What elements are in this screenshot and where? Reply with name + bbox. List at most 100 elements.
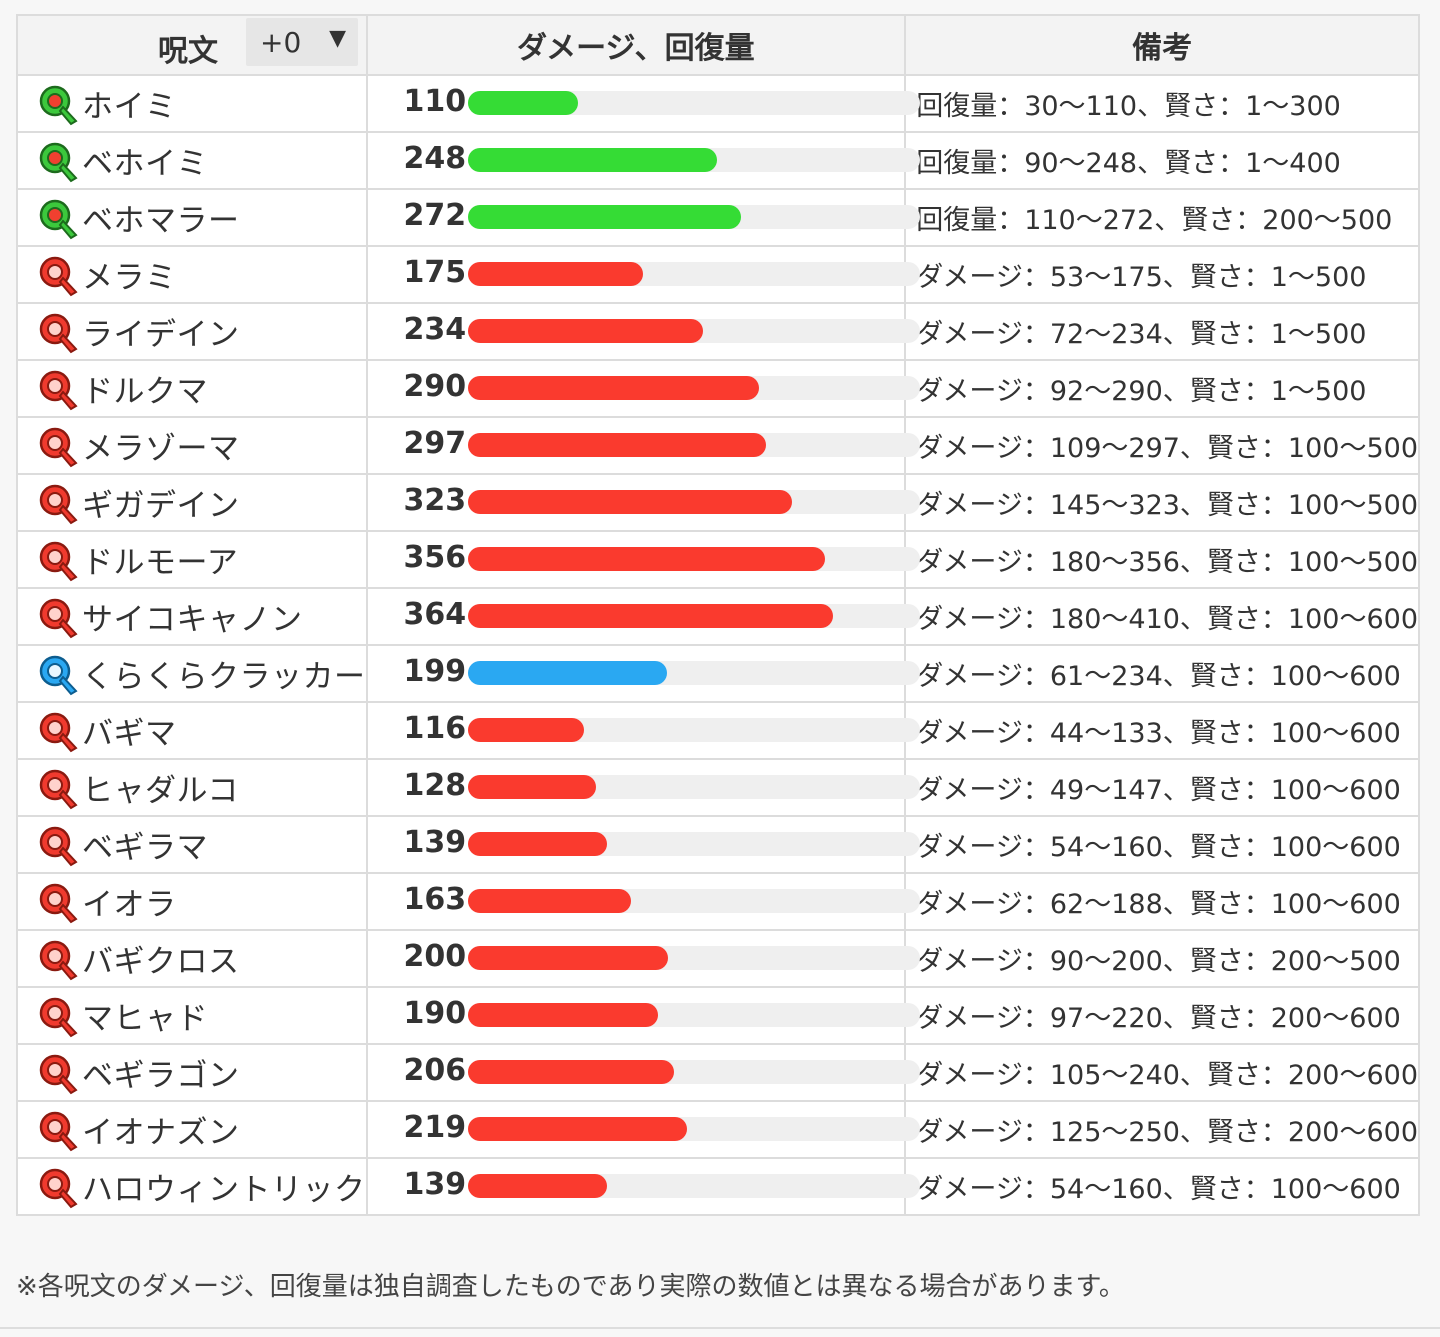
value-bar: [467, 262, 644, 286]
value-cell: 128: [365, 758, 920, 817]
value-cell: 200: [365, 929, 920, 988]
value-number: 128: [403, 768, 467, 803]
value-number: 199: [403, 654, 467, 689]
level-select[interactable]: +0 ▼: [246, 18, 358, 66]
table-row: ベギラゴン 206 ダメージ：105〜240、賢さ：200〜600: [16, 1043, 1420, 1102]
note-cell: ダメージ：90〜200、賢さ：200〜500: [904, 929, 1420, 988]
chevron-down-icon: ▼: [329, 26, 346, 51]
red-spell-icon: [39, 712, 78, 752]
table-row: バギクロス 200 ダメージ：90〜200、賢さ：200〜500: [16, 929, 1420, 988]
value-number: 219: [403, 1110, 467, 1145]
table-row: ホイミ 110 回復量：30〜110、賢さ：1〜300: [16, 74, 1420, 133]
value-bar: [467, 490, 792, 514]
value-bar: [467, 91, 578, 115]
value-bar: [467, 1174, 608, 1198]
spell-cell: イオナズン: [16, 1100, 368, 1159]
value-number: 364: [403, 597, 467, 632]
note-cell: ダメージ：72〜234、賢さ：1〜500: [904, 302, 1420, 361]
header-spell: 呪文 +0 ▼: [16, 14, 368, 76]
value-cell: 199: [365, 644, 920, 703]
blue-spell-icon: [39, 655, 78, 695]
spell-cell: バギマ: [16, 701, 368, 760]
value-cell: 190: [365, 986, 920, 1045]
table-row: ヒャダルコ 128 ダメージ：49〜147、賢さ：100〜600: [16, 758, 1420, 817]
table-row: マヒャド 190 ダメージ：97〜220、賢さ：200〜600: [16, 986, 1420, 1045]
spell-name: ドルモーア: [82, 545, 239, 581]
value-bar: [467, 1117, 688, 1141]
footnote: ※各呪文のダメージ、回復量は独自調査したものであり実際の数値とは異なる場合があり…: [16, 1272, 1125, 1302]
value-number: 297: [403, 426, 467, 461]
value-bar-track: [467, 148, 920, 172]
table-row: バギマ 116 ダメージ：44〜133、賢さ：100〜600: [16, 701, 1420, 760]
spell-cell: メラミ: [16, 245, 368, 304]
note-cell: 回復量：110〜272、賢さ：200〜500: [904, 188, 1420, 247]
value-bar-track: [467, 547, 920, 571]
value-bar: [467, 433, 766, 457]
table-row: ドルモーア 356 ダメージ：180〜356、賢さ：100〜500: [16, 530, 1420, 589]
value-bar-track: [467, 91, 920, 115]
value-bar: [467, 832, 608, 856]
value-bar-track: [467, 319, 920, 343]
red-spell-icon: [39, 1054, 78, 1094]
spell-name: ヒャダルコ: [82, 773, 239, 809]
value-cell: 139: [365, 1157, 920, 1216]
table-row: メラゾーマ 297 ダメージ：109〜297、賢さ：100〜500: [16, 416, 1420, 475]
value-number: 139: [403, 825, 467, 860]
header-value: ダメージ、回復量: [365, 14, 907, 76]
table-row: イオナズン 219 ダメージ：125〜250、賢さ：200〜600: [16, 1100, 1420, 1159]
note-cell: ダメージ：61〜234、賢さ：100〜600: [904, 644, 1420, 703]
value-number: 190: [403, 996, 467, 1031]
spell-cell: ベギラゴン: [16, 1043, 368, 1102]
spell-cell: ベギラマ: [16, 815, 368, 874]
table-row: メラミ 175 ダメージ：53〜175、賢さ：1〜500: [16, 245, 1420, 304]
note-cell: ダメージ：109〜297、賢さ：100〜500: [904, 416, 1420, 475]
value-bar-track: [467, 376, 920, 400]
red-spell-icon: [39, 883, 78, 923]
level-select-value: +0: [260, 25, 302, 59]
value-cell: 248: [365, 131, 920, 190]
spell-cell: ホイミ: [16, 74, 368, 133]
value-bar-track: [467, 832, 920, 856]
table-row: ギガデイン 323 ダメージ：145〜323、賢さ：100〜500: [16, 473, 1420, 532]
header-note: 備考: [904, 14, 1420, 76]
spell-name: バギマ: [82, 716, 177, 752]
value-bar-track: [467, 490, 920, 514]
table-row: ライデイン 234 ダメージ：72〜234、賢さ：1〜500: [16, 302, 1420, 361]
spell-name: ハロウィントリック: [82, 1172, 366, 1208]
spell-cell: イオラ: [16, 872, 368, 931]
red-spell-icon: [39, 826, 78, 866]
note-cell: ダメージ：62〜188、賢さ：100〜600: [904, 872, 1420, 931]
spell-name: ベギラゴン: [82, 1058, 240, 1094]
spell-name: ホイミ: [82, 89, 177, 125]
value-number: 248: [403, 141, 467, 176]
red-spell-icon: [39, 997, 78, 1037]
spell-cell: メラゾーマ: [16, 416, 368, 475]
value-cell: 110: [365, 74, 920, 133]
value-bar: [467, 319, 703, 343]
note-cell: ダメージ：53〜175、賢さ：1〜500: [904, 245, 1420, 304]
red-spell-icon: [39, 598, 78, 638]
value-cell: 206: [365, 1043, 920, 1102]
table-header-row: 呪文 +0 ▼ ダメージ、回復量 備考: [16, 14, 1420, 76]
value-bar-track: [467, 1003, 920, 1027]
value-cell: 116: [365, 701, 920, 760]
value-bar-track: [467, 262, 920, 286]
value-bar: [467, 889, 632, 913]
value-number: 200: [403, 939, 467, 974]
value-cell: 297: [365, 416, 920, 475]
table-row: ベホマラー 272 回復量：110〜272、賢さ：200〜500: [16, 188, 1420, 247]
table-row: サイコキャノン 364 ダメージ：180〜410、賢さ：100〜600: [16, 587, 1420, 646]
note-cell: ダメージ：180〜410、賢さ：100〜600: [904, 587, 1420, 646]
value-bar: [467, 604, 834, 628]
value-number: 356: [403, 540, 467, 575]
note-cell: ダメージ：44〜133、賢さ：100〜600: [904, 701, 1420, 760]
note-cell: ダメージ：180〜356、賢さ：100〜500: [904, 530, 1420, 589]
value-number: 163: [403, 882, 467, 917]
value-bar-track: [467, 775, 920, 799]
green-spell-icon: [39, 142, 78, 182]
spell-name: ドルクマ: [82, 374, 208, 410]
header-spell-label: 呪文: [158, 34, 218, 69]
value-cell: 272: [365, 188, 920, 247]
value-bar-track: [467, 718, 920, 742]
spell-name: イオナズン: [82, 1115, 240, 1151]
